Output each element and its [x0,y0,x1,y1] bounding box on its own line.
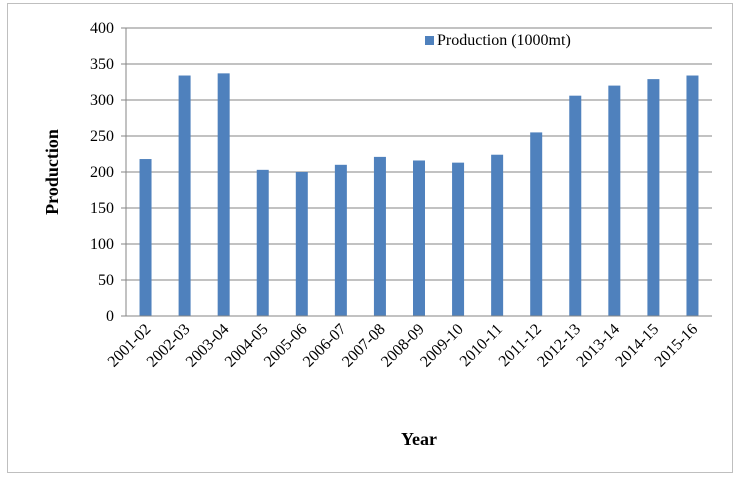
y-tick-label: 200 [90,164,114,181]
bar [334,164,347,316]
legend: Production (1000mt) [425,32,571,49]
legend-swatch [425,36,434,45]
bar [491,154,504,316]
y-tick-labels: 0 50 100 150 200 250 300 350 400 [90,20,114,325]
x-tick-label: 2010-11 [457,321,506,370]
y-tick-label: 100 [90,236,114,253]
bar [608,85,621,316]
bar [530,132,543,316]
bar [373,156,386,316]
y-tick-label: 150 [90,200,114,217]
bar [647,79,660,317]
x-tick-label: 2015-16 [652,321,702,371]
bar [413,160,425,316]
bar [139,159,152,316]
bar [256,169,269,316]
bar [295,172,308,316]
x-tick-labels: 2001-022002-032003-042004-052005-062006-… [105,321,702,371]
bars [139,73,699,317]
x-tick-label: 2009-10 [417,321,467,371]
x-axis-title: Year [401,429,437,449]
bar [452,162,465,316]
bar [178,75,191,317]
y-tick-label: 350 [90,56,114,73]
y-tick-label: 400 [90,20,114,37]
bar [686,75,699,317]
y-tick-label: 0 [106,308,114,325]
y-axis-title: Production [42,129,62,215]
bar [569,95,582,317]
y-tick-label: 50 [98,272,114,289]
y-tick-label: 250 [90,128,114,145]
axes [125,28,712,317]
bar [217,73,230,316]
legend-label: Production (1000mt) [437,32,571,49]
y-tick-label: 300 [90,92,114,109]
